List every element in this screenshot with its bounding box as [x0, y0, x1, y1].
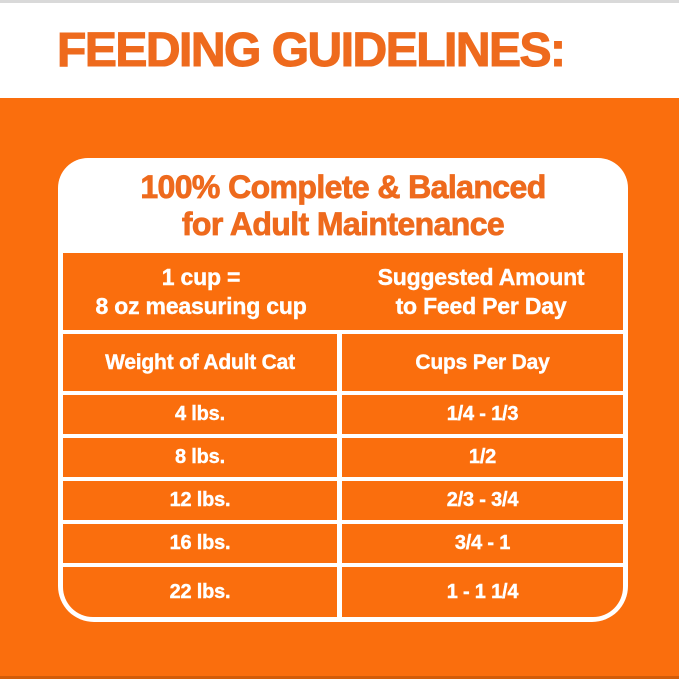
column-header-cups: Cups Per Day: [342, 334, 623, 391]
orange-background: 100% Complete & Balanced for Adult Maint…: [0, 98, 679, 679]
page-title: FEEDING GUIDELINES:: [56, 23, 566, 77]
feeding-guidelines-card: 100% Complete & Balanced for Adult Maint…: [58, 158, 628, 622]
column-header-weight: Weight of Adult Cat: [63, 334, 337, 391]
top-border-strip: [0, 0, 679, 3]
weight-cell: 8 lbs.: [63, 438, 337, 477]
table-row: 12 lbs. 2/3 - 3/4: [63, 481, 623, 520]
card-title-line-2: for Adult Maintenance: [181, 205, 505, 242]
cups-cell: 1/2: [342, 438, 623, 477]
measuring-cup-line-1: 1 cup =: [161, 263, 241, 290]
cups-cell: 1 - 1 1/4: [342, 567, 623, 617]
card-title: 100% Complete & Balanced for Adult Maint…: [63, 158, 623, 253]
bottom-border-strip: [0, 676, 679, 679]
weight-cell: 16 lbs.: [63, 524, 337, 563]
suggested-amount-line-1: Suggested Amount: [377, 263, 585, 290]
table-row: 22 lbs. 1 - 1 1/4: [63, 567, 623, 617]
column-header-row: Weight of Adult Cat Cups Per Day: [63, 334, 623, 391]
suggested-amount-line-2: to Feed Per Day: [395, 292, 567, 319]
cups-cell: 3/4 - 1: [342, 524, 623, 563]
card-title-line-1: 100% Complete & Balanced: [140, 168, 547, 205]
header-band: FEEDING GUIDELINES:: [0, 3, 679, 98]
cups-cell: 2/3 - 3/4: [342, 481, 623, 520]
weight-cell: 4 lbs.: [63, 395, 337, 434]
weight-cell: 12 lbs.: [63, 481, 337, 520]
table-header-row: 1 cup = 8 oz measuring cup Suggested Amo…: [63, 253, 623, 330]
header-cell-measuring-cup: 1 cup = 8 oz measuring cup: [63, 253, 339, 330]
measuring-cup-line-2: 8 oz measuring cup: [95, 292, 307, 319]
table-row: 16 lbs. 3/4 - 1: [63, 524, 623, 563]
table-row: 8 lbs. 1/2: [63, 438, 623, 477]
table-row: 4 lbs. 1/4 - 1/3: [63, 395, 623, 434]
feeding-table: 1 cup = 8 oz measuring cup Suggested Amo…: [63, 253, 623, 617]
cups-cell: 1/4 - 1/3: [342, 395, 623, 434]
weight-cell: 22 lbs.: [63, 567, 337, 617]
header-cell-suggested-amount: Suggested Amount to Feed Per Day: [339, 253, 623, 330]
